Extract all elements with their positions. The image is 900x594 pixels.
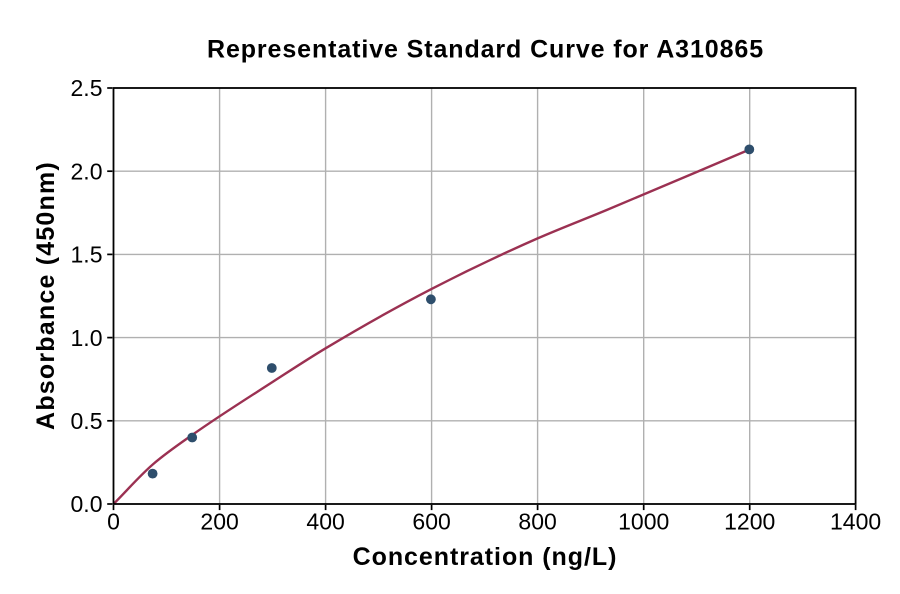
- svg-text:200: 200: [200, 509, 238, 535]
- svg-text:1.0: 1.0: [71, 325, 103, 351]
- svg-text:1200: 1200: [724, 509, 775, 535]
- svg-text:1.5: 1.5: [71, 242, 103, 268]
- svg-text:2.5: 2.5: [71, 75, 103, 101]
- svg-text:Absorbance (450nm): Absorbance (450nm): [32, 161, 60, 430]
- svg-text:400: 400: [306, 509, 344, 535]
- svg-text:2.0: 2.0: [71, 158, 103, 184]
- svg-text:Representative Standard Curve: Representative Standard Curve for A31086…: [207, 35, 764, 63]
- svg-text:600: 600: [412, 509, 450, 535]
- svg-text:Concentration (ng/L): Concentration (ng/L): [353, 543, 618, 571]
- svg-text:0.5: 0.5: [71, 408, 103, 434]
- svg-text:800: 800: [518, 509, 556, 535]
- svg-text:0: 0: [107, 509, 120, 535]
- svg-text:1000: 1000: [618, 509, 669, 535]
- svg-text:0.0: 0.0: [71, 491, 103, 517]
- svg-text:1400: 1400: [830, 509, 881, 535]
